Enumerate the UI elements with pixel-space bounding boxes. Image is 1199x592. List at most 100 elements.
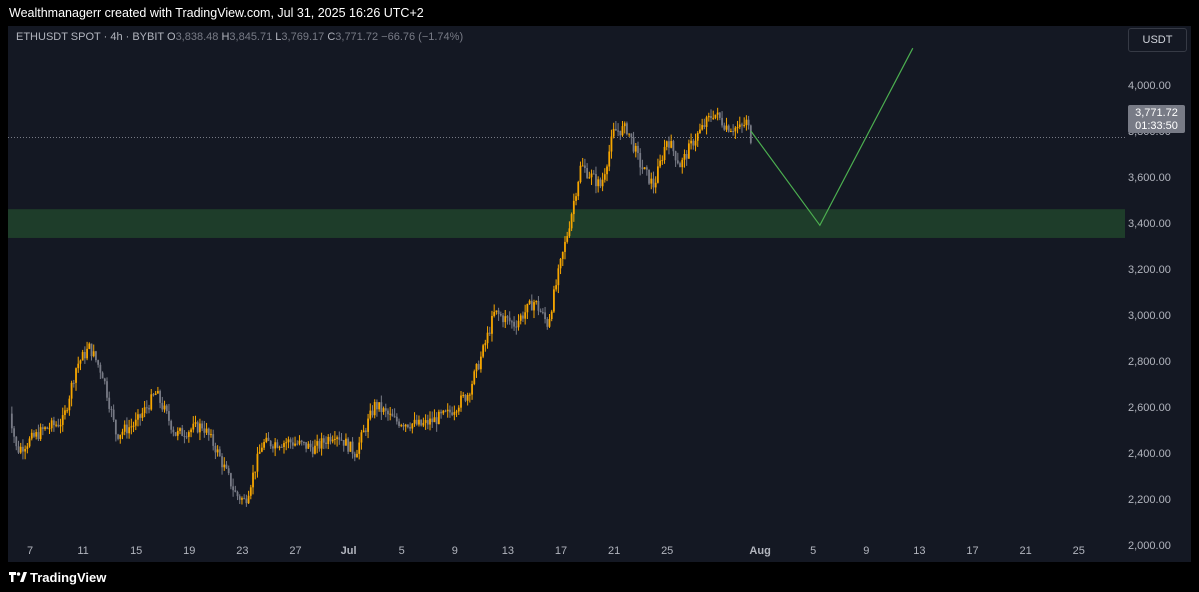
candle-body <box>579 165 582 183</box>
candle-body <box>539 310 542 313</box>
chart-svg[interactable]: 2,000.00 2,200.00 2,400.00 2,600.00 2,800.00… <box>8 26 1191 562</box>
price-tick-label: 2,200.00 <box>1128 494 1171 506</box>
candle-body <box>480 356 482 370</box>
candle-body <box>572 200 575 215</box>
time-tick-label: 21 <box>1020 545 1032 557</box>
candle-body <box>657 166 659 183</box>
time-tick-label: 13 <box>502 545 514 557</box>
candle-body <box>101 372 104 379</box>
symbol-legend: ETHUSDT SPOT · 4h · BYBIT O3,838.48 H3,8… <box>16 31 463 43</box>
candle-body <box>114 419 117 435</box>
time-tick-label: 17 <box>555 545 567 557</box>
footer-brand: TradingView <box>30 570 107 585</box>
candle-body <box>24 448 27 452</box>
candle-body <box>510 321 513 323</box>
candle-body <box>674 151 677 161</box>
candle-body <box>435 417 438 424</box>
candle-body <box>33 432 35 437</box>
candle-body <box>384 408 387 411</box>
candle-body <box>88 343 91 349</box>
candle-body <box>703 125 706 127</box>
candle-body <box>163 405 166 410</box>
candle-body <box>623 123 626 127</box>
candle-body <box>252 472 254 488</box>
candle-body <box>466 394 469 401</box>
candle-body <box>541 312 544 314</box>
candle-body <box>143 407 146 414</box>
candle-body <box>41 427 44 430</box>
header-caption: Wealthmanagerr created with TradingView.… <box>9 6 424 20</box>
candle-body <box>409 427 412 429</box>
candle-body <box>440 411 442 414</box>
candle-body <box>550 311 553 319</box>
last-price-value: 3,771.72 <box>1135 107 1178 119</box>
candle-body <box>263 441 265 448</box>
candle-body <box>97 360 100 365</box>
candle-body <box>528 300 531 304</box>
candle-body <box>672 141 675 152</box>
candle-body <box>265 437 268 442</box>
candle-body <box>110 408 113 410</box>
candle-body <box>362 430 365 433</box>
candle-body <box>172 429 175 433</box>
candle-body <box>103 378 106 382</box>
candle-body <box>68 398 71 411</box>
candle-body <box>721 117 723 126</box>
candle-body <box>597 179 600 187</box>
candle-body <box>391 413 394 417</box>
candle-body <box>575 196 577 201</box>
candle-body <box>152 394 155 396</box>
candle-body <box>55 424 58 426</box>
candle-body <box>345 438 347 446</box>
candle-body <box>614 128 617 131</box>
candle-body <box>181 428 184 436</box>
candle-body <box>276 442 279 448</box>
candle-body <box>668 141 670 148</box>
candle-body <box>121 431 124 435</box>
time-tick-label: Aug <box>749 545 770 557</box>
candle-body <box>732 131 735 133</box>
candle-body <box>681 159 684 168</box>
candle-body <box>557 268 560 286</box>
time-tick-label: 5 <box>810 545 816 557</box>
candle-body <box>17 446 20 453</box>
candle-body <box>519 315 522 321</box>
candle-body <box>718 112 721 118</box>
candle-body <box>227 468 230 474</box>
candle-body <box>612 128 615 137</box>
candle-body <box>433 417 436 423</box>
candle-body <box>566 236 569 242</box>
candle-body <box>398 421 400 426</box>
candle-body <box>22 446 24 452</box>
candle-body <box>694 140 697 146</box>
time-tick-label: 9 <box>863 545 869 557</box>
chart-panel[interactable]: 2,000.00 2,200.00 2,400.00 2,600.00 2,800.00… <box>8 26 1191 562</box>
candle-body <box>431 418 434 423</box>
candle-body <box>424 420 427 423</box>
price-tick-label: 3,400.00 <box>1128 218 1171 230</box>
candle-body <box>260 447 263 452</box>
candle-body <box>599 179 602 187</box>
candle-body <box>128 427 131 434</box>
candle-body <box>161 402 164 410</box>
candle-body <box>30 432 33 439</box>
candle-body <box>685 153 688 159</box>
candle-body <box>221 456 223 468</box>
currency-selector-button[interactable]: USDT <box>1128 28 1187 52</box>
candle-body <box>477 363 480 370</box>
candle-body <box>52 420 55 426</box>
candle-body <box>92 351 95 357</box>
low-value: 3,769.17 <box>281 31 325 43</box>
candle-body <box>83 352 86 359</box>
candle-body <box>429 418 431 425</box>
candle-body <box>687 143 690 159</box>
candle-body <box>484 343 487 346</box>
candle-body <box>506 316 509 318</box>
candle-body <box>621 126 624 136</box>
candle-body <box>356 453 358 458</box>
candle-body <box>502 315 504 323</box>
candle-body <box>588 177 591 179</box>
candle-body <box>747 119 750 126</box>
candle-body <box>530 300 533 311</box>
candle-body <box>179 428 181 431</box>
